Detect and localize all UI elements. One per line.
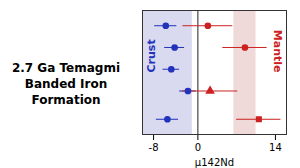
svg-text:Crust: Crust: [145, 39, 158, 72]
html-text:2.7 Ga Temagmi Banded Iron For: 2.7 Ga Temagmi Banded Iron Formation: [11, 60, 120, 108]
svg-text:μ142Nd: μ142Nd: [195, 157, 234, 168]
svg-text:Mantle: Mantle: [271, 30, 284, 73]
svg-text:-8: -8: [149, 142, 159, 153]
svg-text:14: 14: [269, 142, 282, 153]
svg-text:0: 0: [195, 142, 201, 153]
